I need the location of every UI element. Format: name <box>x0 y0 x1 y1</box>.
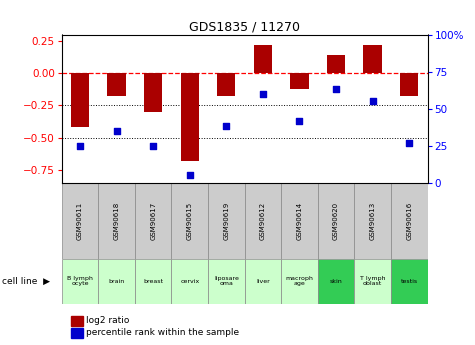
Text: GSM90611: GSM90611 <box>77 202 83 240</box>
Bar <box>318 183 354 259</box>
Bar <box>171 259 208 304</box>
Bar <box>208 183 245 259</box>
Bar <box>144 73 162 112</box>
Text: T lymph
oblast: T lymph oblast <box>360 276 385 286</box>
Text: liposare
oma: liposare oma <box>214 276 239 286</box>
Text: GSM90615: GSM90615 <box>187 202 193 240</box>
Point <box>113 128 121 134</box>
Bar <box>400 73 418 96</box>
Bar <box>98 183 135 259</box>
Bar <box>245 259 281 304</box>
Bar <box>354 259 391 304</box>
Bar <box>391 259 428 304</box>
Text: log2 ratio: log2 ratio <box>86 316 130 325</box>
Bar <box>135 259 171 304</box>
Text: GSM90618: GSM90618 <box>114 202 120 240</box>
Text: liver: liver <box>256 279 270 284</box>
Point <box>186 172 194 178</box>
Bar <box>62 183 98 259</box>
Bar <box>245 183 281 259</box>
Bar <box>254 45 272 73</box>
Text: GSM90620: GSM90620 <box>333 202 339 240</box>
Bar <box>180 73 199 161</box>
Bar <box>71 73 89 127</box>
Text: brain: brain <box>108 279 125 284</box>
Text: macroph
age: macroph age <box>285 276 314 286</box>
Text: skin: skin <box>330 279 342 284</box>
Text: cell line  ▶: cell line ▶ <box>2 277 50 286</box>
Text: GSM90617: GSM90617 <box>150 202 156 240</box>
Bar <box>281 183 318 259</box>
Title: GDS1835 / 11270: GDS1835 / 11270 <box>189 20 300 33</box>
Bar <box>98 259 135 304</box>
Bar <box>171 183 208 259</box>
Bar <box>62 259 98 304</box>
Bar <box>107 73 126 96</box>
Point <box>295 118 304 123</box>
Text: GSM90613: GSM90613 <box>370 202 376 240</box>
Text: B lymph
ocyte: B lymph ocyte <box>67 276 93 286</box>
Text: percentile rank within the sample: percentile rank within the sample <box>86 328 239 337</box>
Bar <box>208 259 245 304</box>
Text: cervix: cervix <box>180 279 200 284</box>
Bar <box>281 259 318 304</box>
Bar <box>327 55 345 73</box>
Point <box>259 91 267 97</box>
Text: GSM90616: GSM90616 <box>406 202 412 240</box>
Bar <box>363 45 382 73</box>
Point <box>76 143 84 149</box>
Point <box>222 124 230 129</box>
Point <box>332 87 340 92</box>
Bar <box>318 259 354 304</box>
Text: GSM90619: GSM90619 <box>223 202 229 240</box>
Bar <box>354 183 391 259</box>
Text: GSM90614: GSM90614 <box>296 202 303 240</box>
Point <box>405 140 413 146</box>
Bar <box>391 183 428 259</box>
Point <box>369 99 377 104</box>
Bar <box>135 183 171 259</box>
Bar <box>290 73 309 89</box>
Bar <box>217 73 236 96</box>
Text: GSM90612: GSM90612 <box>260 202 266 240</box>
Text: breast: breast <box>143 279 163 284</box>
Text: testis: testis <box>400 279 418 284</box>
Point <box>149 143 157 149</box>
